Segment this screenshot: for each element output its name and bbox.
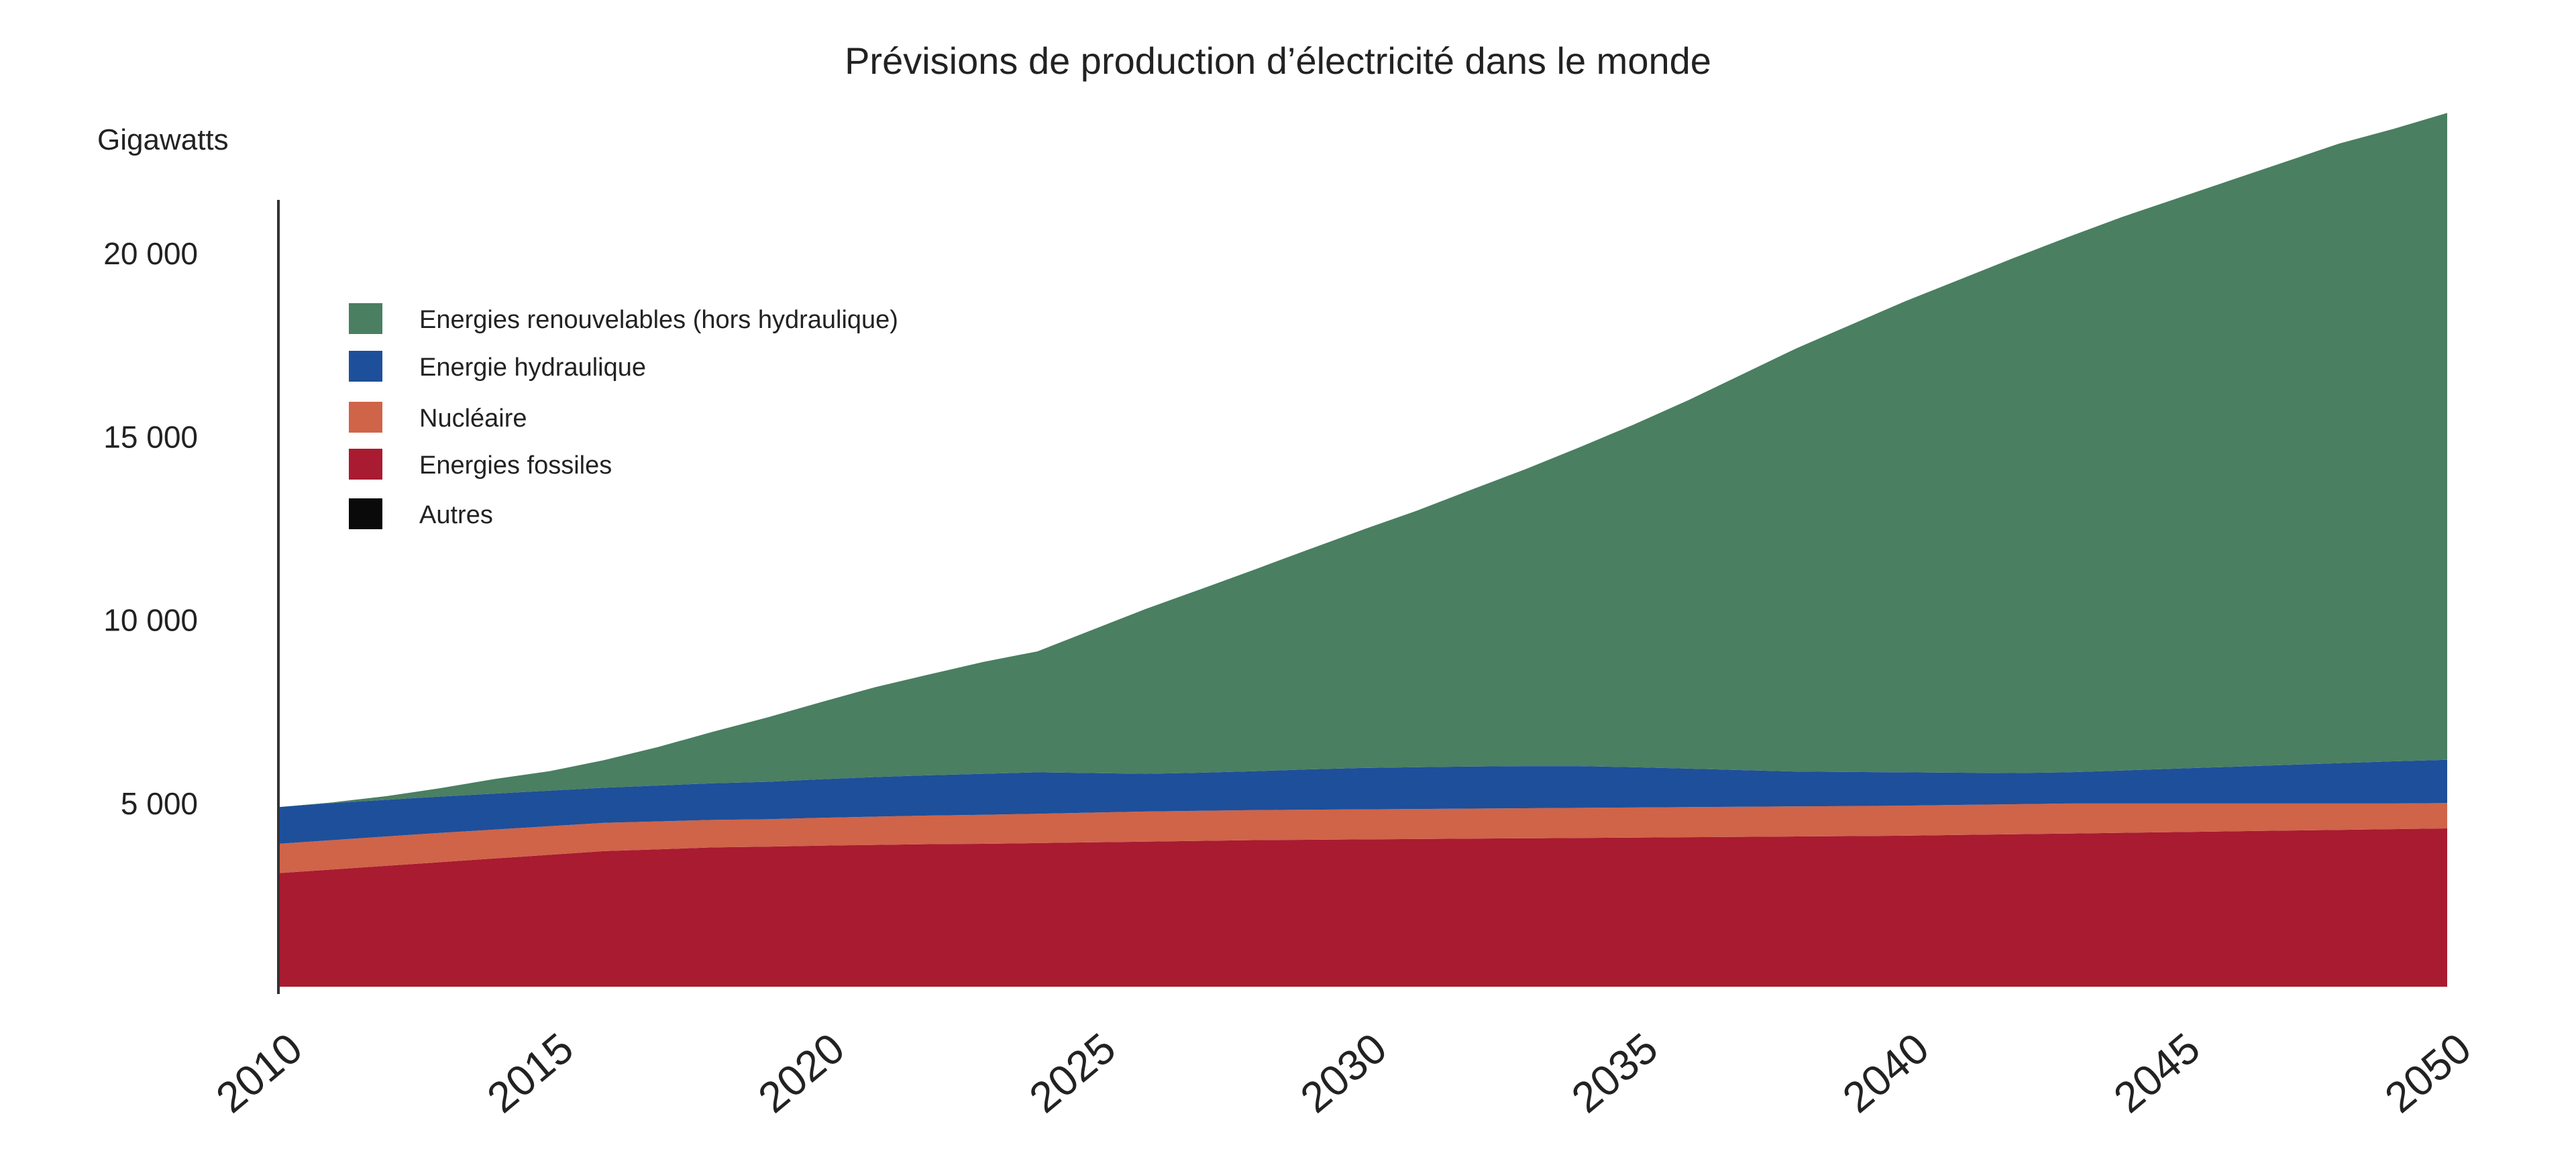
area-energies-fossiles: [278, 828, 2447, 987]
x-tick-label: 2040: [1833, 1024, 1937, 1122]
y-tick-label: 20 000: [103, 236, 198, 271]
legend-swatch: [349, 498, 382, 529]
legend: Energies renouvelables (hors hydraulique…: [349, 303, 898, 529]
legend-swatch: [349, 449, 382, 480]
x-tick-label: 2035: [1562, 1024, 1666, 1122]
y-axis-unit-label: Gigawatts: [97, 123, 229, 156]
y-tick-label: 5 000: [121, 786, 198, 821]
legend-label: Energie hydraulique: [419, 353, 646, 382]
x-tick-label: 2025: [1020, 1024, 1124, 1122]
area-layer: [278, 113, 2447, 987]
x-tick-label: 2050: [2375, 1024, 2479, 1122]
y-tick-label: 10 000: [103, 603, 198, 638]
chart-title: Prévisions de production d’électricité d…: [845, 40, 1711, 82]
legend-label: Autres: [419, 501, 493, 529]
x-tick-labels: 2010 2015 2020 2025 2030 2035 2040 2045 2050: [207, 1024, 2479, 1122]
x-tick-label: 2030: [1291, 1024, 1395, 1122]
legend-label: Nucléaire: [419, 404, 527, 433]
legend-swatch: [349, 303, 382, 334]
legend-swatch: [349, 402, 382, 433]
x-tick-label: 2020: [749, 1024, 853, 1122]
area-nucleaire: [278, 803, 2447, 873]
x-tick-label: 2045: [2104, 1024, 2208, 1122]
y-tick-labels: 5 000 10 000 15 000 20 000: [103, 236, 198, 821]
x-tick-label: 2010: [207, 1024, 311, 1122]
x-tick-label: 2015: [478, 1024, 582, 1122]
area-energie-hydraulique: [278, 759, 2447, 844]
legend-label: Energies fossiles: [419, 451, 612, 480]
legend-swatch: [349, 351, 382, 382]
area-energies-renouvelables-hors-hydraulique: [278, 113, 2447, 808]
legend-label: Energies renouvelables (hors hydraulique…: [419, 306, 898, 334]
y-tick-label: 15 000: [103, 419, 198, 454]
